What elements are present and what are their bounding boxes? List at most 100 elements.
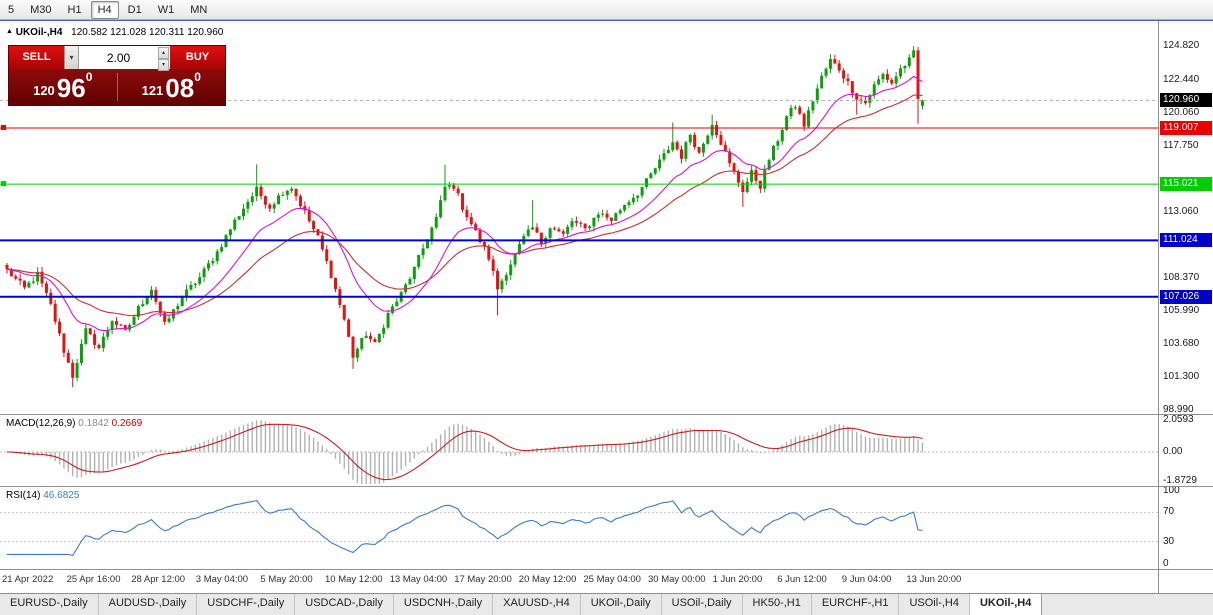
chevron-down-icon: ▾	[69, 53, 74, 62]
time-axis-label: 25 May 04:00	[583, 574, 641, 585]
current-price-badge: 120.960	[1160, 93, 1212, 108]
time-axis-label: 13 May 04:00	[389, 574, 448, 585]
chart-tab[interactable]: XAUUSD-,H4	[493, 594, 581, 615]
bid-point-digit: 0	[85, 70, 93, 84]
bid-pip-digits: 96	[56, 73, 86, 103]
chart-tab[interactable]: HK50-,H1	[743, 594, 812, 615]
ask-price-display: 121 08 0	[118, 69, 226, 105]
macd-axis-label: -1.8729	[1163, 475, 1197, 487]
trade-panel-controls: SELL ▾ ▴ ▾ BUY	[9, 46, 225, 71]
time-axis-label: 30 May 00:00	[648, 574, 706, 585]
volume-spinner: ▴ ▾	[158, 47, 169, 71]
time-axis: 21 Apr 2022 25 Apr 16:00 28 Apr 12:00 3 May…	[0, 570, 1158, 593]
time-axis-label: 9 Jun 04:00	[841, 574, 892, 585]
macd-signal-value: 0.2669	[111, 418, 143, 429]
level-price-badge: 111.024	[1160, 233, 1212, 248]
chart-tab[interactable]: EURCHF-,H1	[812, 594, 900, 615]
symbol-arrow-icon: ▲	[6, 28, 13, 35]
chart-tab-list: EURUSD-,Daily AUDUSD-,Daily USDCHF-,Daily U…	[0, 594, 1043, 615]
time-axis-label: 1 Jun 20:00	[712, 574, 763, 585]
sell-button[interactable]: SELL	[9, 46, 64, 69]
pane-separator[interactable]	[0, 569, 1213, 570]
volume-input[interactable]	[79, 46, 170, 69]
timeframe-button-W1[interactable]: W1	[157, 3, 175, 16]
macd-axis-label: 0.00	[1163, 446, 1183, 457]
chart-tab[interactable]: UKOil-,H4	[969, 594, 1043, 615]
chart-tab[interactable]: USDCHF-,Daily	[197, 594, 296, 615]
rsi-chart[interactable]	[0, 487, 1158, 569]
time-axis-label: 21 Apr 2022	[2, 574, 54, 585]
price-tick-label: 117.750	[1163, 139, 1199, 151]
rsi-name: RSI(14)	[6, 490, 41, 501]
price-tick-label: 108.370	[1163, 271, 1200, 283]
price-tick-label: 113.060	[1163, 205, 1199, 217]
time-axis-label: 25 Apr 16:00	[66, 574, 121, 585]
level-price-badge: 107.026	[1160, 289, 1212, 304]
level-price-badge: 115.021	[1160, 177, 1212, 192]
trade-panel-prices: 120 96 0 121 08 0	[9, 69, 225, 105]
rsi-pane[interactable]: RSI(14) 46.6825	[0, 487, 1158, 569]
pane-separator[interactable]	[0, 486, 1213, 487]
chart-title: ▲ UKOil-,H4 120.582 121.028 120.311 120.…	[6, 27, 223, 38]
price-tick-label: 103.680	[1163, 337, 1200, 349]
chart-window: ▲ UKOil-,H4 120.582 121.028 120.311 120.…	[0, 20, 1213, 593]
ask-main-digits: 121	[141, 83, 164, 98]
pane-separator[interactable]	[0, 414, 1213, 415]
price-divider	[116, 73, 118, 101]
volume-decrease-button[interactable]: ▾	[158, 59, 169, 71]
macd-pane[interactable]: MACD(12,26,9) 0.1842 0.2669	[0, 415, 1158, 486]
main-chart-pane[interactable]: ▲ UKOil-,H4 120.582 121.028 120.311 120.…	[0, 21, 1158, 414]
price-tick-label: 105.990	[1163, 305, 1200, 317]
timeframe-button-MN[interactable]: MN	[190, 3, 208, 16]
time-axis-label: 3 May 04:00	[195, 574, 249, 585]
rsi-axis-label: 100	[1163, 484, 1180, 496]
volume-field: ▴ ▾	[79, 46, 170, 71]
chart-tab[interactable]: EURUSD-,Daily	[0, 594, 99, 615]
volume-increase-button[interactable]: ▴	[158, 47, 169, 59]
time-axis-label: 13 Jun 20:00	[906, 574, 962, 585]
ask-pip-digits: 08	[165, 73, 195, 103]
rsi-axis-label: 0	[1163, 557, 1169, 569]
price-tick-label: 98.990	[1163, 403, 1194, 415]
price-tick-label: 122.440	[1163, 73, 1200, 85]
macd-chart[interactable]	[0, 415, 1158, 486]
time-axis-label: 5 May 20:00	[260, 574, 313, 585]
time-axis-label: 17 May 20:00	[454, 574, 512, 585]
chart-tab[interactable]: USDCNH-,Daily	[394, 594, 494, 615]
chart-tab[interactable]: UKOil-,Daily	[581, 594, 662, 615]
buy-button[interactable]: BUY	[170, 46, 225, 69]
ask-point-digit: 0	[194, 70, 201, 84]
macd-name: MACD(12,26,9)	[6, 418, 76, 429]
rsi-value: 46.6825	[43, 490, 80, 501]
macd-main-value: 0.1842	[78, 418, 109, 429]
chart-tab[interactable]: USOil-,H4	[899, 594, 970, 615]
timeframe-button-H1[interactable]: H1	[67, 3, 82, 16]
price-tick-label: 124.820	[1163, 40, 1200, 52]
time-axis-label: 10 May 12:00	[325, 574, 383, 585]
timeframe-button-M30[interactable]: M30	[30, 3, 52, 16]
time-axis-label: 6 Jun 12:00	[777, 574, 827, 585]
candlestick-chart[interactable]	[0, 21, 1158, 414]
chart-ohlc-values: 120.582 121.028 120.311 120.960	[71, 27, 224, 38]
level-price-badge: 119.007	[1160, 120, 1212, 135]
timeframe-button-5[interactable]: 5	[8, 3, 15, 16]
chart-tab[interactable]: USDCAD-,Daily	[295, 594, 394, 615]
price-tick-label: 120.060	[1163, 107, 1200, 119]
trade-options-dropdown[interactable]: ▾	[64, 46, 79, 69]
bid-main-digits: 120	[33, 83, 55, 98]
chart-tab-bar: EURUSD-,Daily AUDUSD-,Daily USDCHF-,Daily U…	[0, 593, 1213, 615]
timeframe-button-group: 5 M30 H1 H4 D1 W1 MN	[0, 0, 215, 19]
timeframe-toolbar: 5 M30 H1 H4 D1 W1 MN	[0, 0, 1213, 20]
chart-tab[interactable]: USOil-,Daily	[662, 594, 743, 615]
timeframe-button-D1[interactable]: D1	[127, 3, 142, 16]
timeframe-button-H4[interactable]: H4	[90, 0, 119, 19]
chart-tab[interactable]: AUDUSD-,Daily	[99, 594, 198, 615]
bid-price-display: 120 96 0	[9, 69, 117, 105]
price-tick-label: 101.300	[1163, 371, 1200, 383]
price-axis: 124.820 122.440 120.060 117.750 113.060 108.3…	[1158, 21, 1213, 593]
time-axis-label: 28 Apr 12:00	[131, 574, 186, 585]
macd-axis-label: 2.0593	[1163, 414, 1194, 426]
chart-symbol-label: UKOil-,H4	[15, 27, 63, 38]
